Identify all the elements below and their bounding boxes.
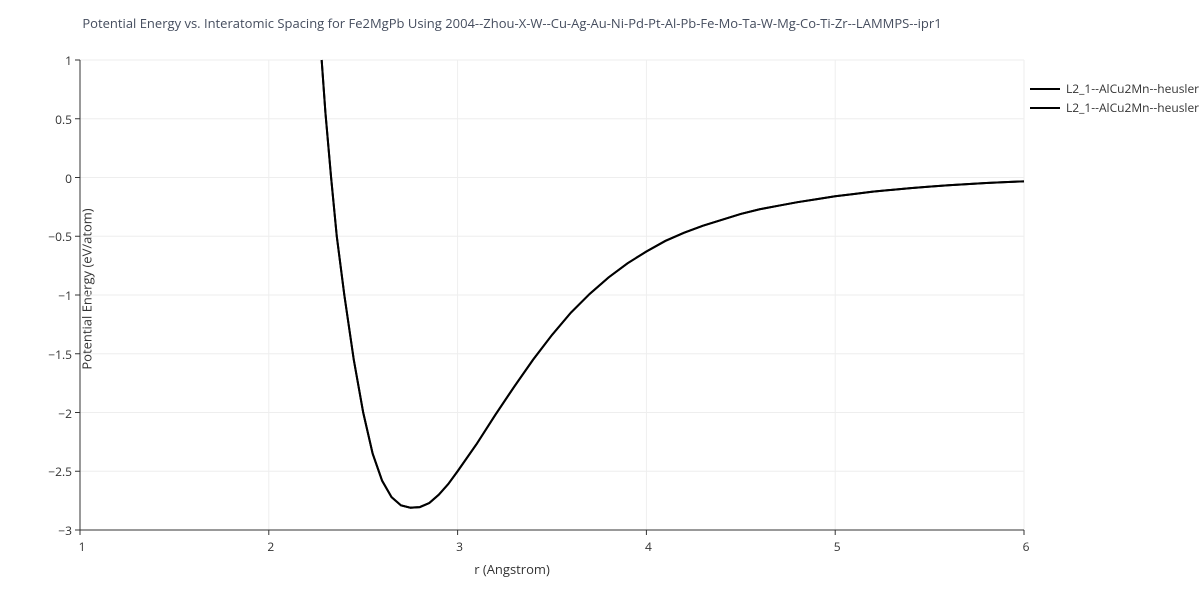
legend-swatch xyxy=(1030,88,1060,90)
y-tick-label: 0.5 xyxy=(55,111,72,128)
series-curve[interactable] xyxy=(322,60,1024,508)
y-tick-label: −1 xyxy=(58,287,72,304)
tick-marks xyxy=(75,60,1024,535)
x-axis-label: r (Angstrom) xyxy=(0,560,1024,578)
x-tick-label: 2 xyxy=(261,538,281,555)
y-tick-label: −1.5 xyxy=(48,346,72,363)
series-curve[interactable] xyxy=(322,60,1024,508)
curves xyxy=(322,60,1024,508)
x-tick-label: 1 xyxy=(72,538,92,555)
chart-container: { "pe_chart": { "type": "line", "title":… xyxy=(0,0,1200,600)
legend-item[interactable]: L2_1--AlCu2Mn--heusler xyxy=(1030,80,1199,97)
y-tick-label: −2 xyxy=(58,405,72,422)
y-tick-label: −2.5 xyxy=(48,463,72,480)
y-tick-label: 1 xyxy=(65,52,72,69)
x-tick-label: 6 xyxy=(1016,538,1036,555)
x-tick-label: 5 xyxy=(827,538,847,555)
legend-label: L2_1--AlCu2Mn--heusler xyxy=(1066,80,1199,97)
chart-title: Potential Energy vs. Interatomic Spacing… xyxy=(0,14,1024,32)
legend-item[interactable]: L2_1--AlCu2Mn--heusler xyxy=(1030,99,1199,116)
y-tick-label: −3 xyxy=(58,522,72,539)
legend-swatch xyxy=(1030,107,1060,109)
plot-area[interactable] xyxy=(80,60,1024,530)
x-tick-label: 4 xyxy=(638,538,658,555)
legend[interactable]: L2_1--AlCu2Mn--heusler L2_1--AlCu2Mn--heu… xyxy=(1030,80,1199,118)
y-tick-label: 0 xyxy=(65,170,72,187)
grid xyxy=(80,60,1024,530)
legend-label: L2_1--AlCu2Mn--heusler xyxy=(1066,99,1199,116)
y-tick-label: −0.5 xyxy=(48,228,72,245)
x-tick-label: 3 xyxy=(450,538,470,555)
